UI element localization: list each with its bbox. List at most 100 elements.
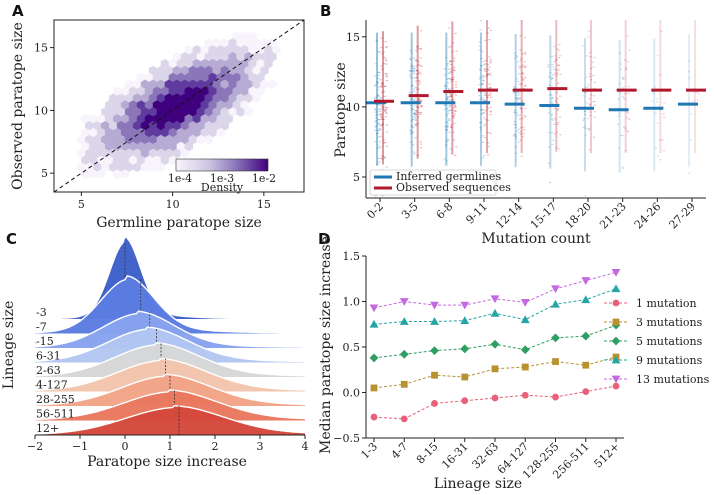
ridge-outline (35, 235, 305, 320)
strip-point (617, 98, 620, 100)
strip-point (553, 45, 556, 48)
strip-point (381, 195, 384, 197)
strip-point (415, 76, 418, 78)
panel-b-ylabel: Paratope size (333, 62, 349, 157)
strip-point (385, 131, 388, 133)
strip-point (381, 158, 384, 160)
strip-point (489, 96, 493, 98)
strip-point (449, 95, 452, 98)
series-point (400, 415, 408, 423)
strip-point (414, 113, 417, 115)
strip-point (453, 122, 456, 125)
strip-point (384, 41, 387, 43)
y-tick-label: 5 (353, 171, 360, 184)
strip-point (513, 52, 516, 54)
hex-bin (236, 107, 245, 117)
strip-point (383, 106, 386, 108)
strip-point (558, 148, 561, 150)
strip-point (380, 85, 383, 87)
strip-point (412, 69, 415, 71)
strip-point (489, 132, 492, 135)
x-tick-label: 0 (122, 440, 129, 453)
strip-point (622, 126, 626, 128)
strip-point (419, 141, 422, 143)
strip-point (446, 125, 449, 127)
strip-point (376, 40, 379, 42)
strip-point (455, 81, 458, 83)
x-tick-label: 1-3 (358, 440, 380, 462)
strip-point (384, 58, 387, 60)
strip-point (557, 49, 560, 51)
strip-point (549, 102, 552, 104)
strip-point (487, 145, 490, 148)
strip-point (453, 110, 457, 112)
strip-point (516, 91, 519, 93)
y-tick-label: 0.5 (343, 341, 361, 354)
hex-bin (112, 169, 122, 179)
panel-a: 5 10 15 5 10 15 Germline paratope size Observ… (10, 19, 305, 231)
strip-point (484, 109, 487, 112)
strip-point (622, 78, 625, 80)
strip-point (484, 123, 487, 125)
x-tick-label: 12-14 (493, 200, 525, 232)
strip-point (451, 87, 454, 89)
strip-point (377, 136, 380, 138)
strip-point (559, 73, 562, 76)
strip-point (487, 69, 490, 71)
strip-point (417, 88, 420, 90)
strip-point (590, 79, 593, 81)
strip-point (520, 66, 523, 68)
strip-point (557, 69, 560, 71)
strip-point (381, 107, 384, 109)
strip-point (515, 112, 518, 114)
strip-point (582, 119, 585, 121)
x-tick-label: 3-5 (399, 200, 421, 222)
strip-point (478, 95, 481, 97)
strip-point (687, 71, 690, 73)
strip-point (687, 172, 691, 174)
strip-point (443, 84, 446, 86)
strip-point (409, 74, 412, 76)
strip-point (481, 141, 485, 143)
strip-point (619, 69, 623, 71)
strip-point (583, 106, 586, 108)
hex-bin (216, 127, 225, 138)
strip-point (416, 88, 419, 90)
ridge-label: 256-511 (29, 408, 75, 421)
panel-d-lines (369, 268, 621, 423)
series-line (373, 385, 617, 420)
strip-point (447, 77, 451, 80)
series-point (460, 316, 470, 325)
hex-bin (96, 169, 106, 179)
strip-point (516, 61, 519, 63)
strip-point (619, 63, 623, 65)
strip-point (656, 101, 659, 103)
strip-point (410, 85, 414, 87)
ridge-label: 128-255 (29, 393, 75, 406)
strip-point (375, 117, 378, 119)
strip-point (455, 50, 458, 52)
strip-point (552, 77, 555, 79)
x-tick-label: 6-8 (434, 200, 456, 222)
strip-point (550, 77, 553, 79)
strip-point (409, 57, 412, 59)
strip-point (553, 61, 556, 63)
strip-point (556, 109, 559, 111)
strip-point (378, 129, 381, 132)
strip-point (454, 106, 457, 108)
strip-point (448, 119, 451, 121)
panel-label-c: C (6, 230, 17, 248)
strip-point (483, 68, 486, 70)
strip-point (488, 66, 491, 68)
strip-point (383, 156, 386, 158)
strip-point (520, 130, 523, 132)
strip-point (524, 53, 527, 55)
strip-point (652, 93, 655, 95)
hex-bin (140, 162, 150, 173)
strip-point (479, 64, 483, 67)
strip-point (520, 57, 523, 60)
strip-point (552, 66, 555, 68)
strip-point (383, 56, 386, 58)
